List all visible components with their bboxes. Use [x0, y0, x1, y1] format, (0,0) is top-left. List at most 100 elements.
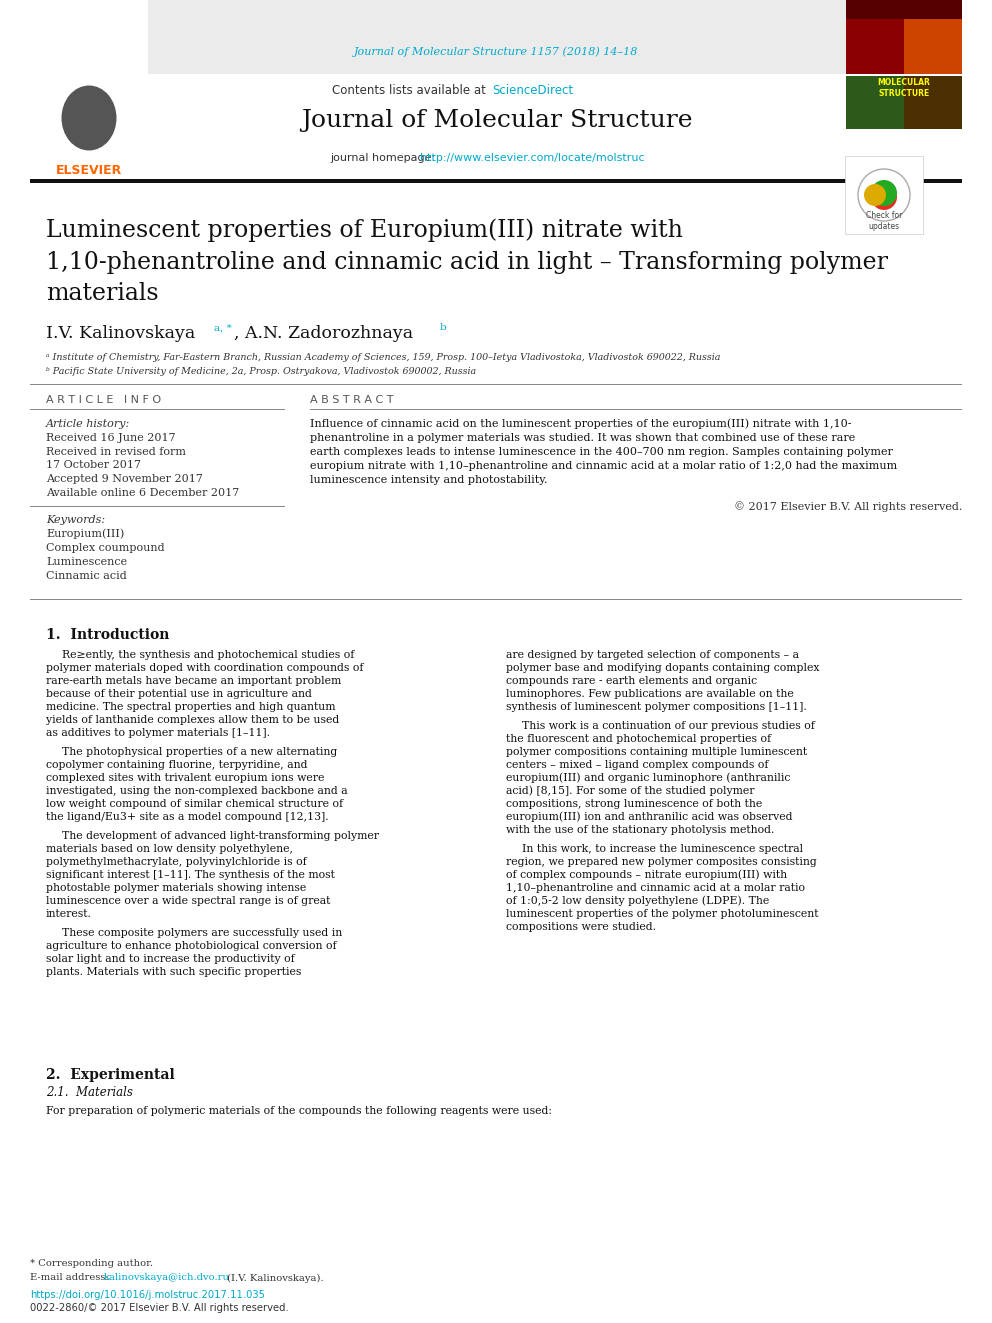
Text: solar light and to increase the productivity of: solar light and to increase the producti… — [46, 954, 295, 964]
Text: centers – mixed – ligand complex compounds of: centers – mixed – ligand complex compoun… — [506, 759, 769, 770]
Text: Accepted 9 November 2017: Accepted 9 November 2017 — [46, 474, 203, 484]
Text: journal homepage:: journal homepage: — [330, 153, 438, 163]
Text: luminescence over a wide spectral range is of great: luminescence over a wide spectral range … — [46, 896, 330, 906]
Text: low weight compound of similar chemical structure of: low weight compound of similar chemical … — [46, 799, 343, 808]
Text: acid) [8,15]. For some of the studied polymer: acid) [8,15]. For some of the studied po… — [506, 786, 755, 796]
Bar — [845, 156, 923, 234]
Circle shape — [871, 180, 897, 206]
Bar — [846, 0, 962, 74]
Text: This work is a continuation of our previous studies of: This work is a continuation of our previ… — [522, 721, 814, 732]
Text: Contents lists available at: Contents lists available at — [332, 85, 490, 98]
Bar — [846, 75, 904, 130]
Text: europium(III) and organic luminophore (anthranilic: europium(III) and organic luminophore (a… — [506, 773, 791, 783]
Bar — [904, 19, 962, 74]
Text: polymer base and modifying dopants containing complex: polymer base and modifying dopants conta… — [506, 663, 819, 673]
Text: Influence of cinnamic acid on the luminescent properties of the europium(III) ni: Influence of cinnamic acid on the lumine… — [310, 418, 851, 429]
Text: * Corresponding author.: * Corresponding author. — [30, 1259, 153, 1269]
Text: © 2017 Elsevier B.V. All rights reserved.: © 2017 Elsevier B.V. All rights reserved… — [734, 501, 962, 512]
Text: 2.1.  Materials: 2.1. Materials — [46, 1086, 133, 1099]
Text: I.V. Kalinovskaya: I.V. Kalinovskaya — [46, 324, 195, 341]
Text: luminescent properties of the polymer photoluminescent: luminescent properties of the polymer ph… — [506, 909, 818, 919]
Text: region, we prepared new polymer composites consisting: region, we prepared new polymer composit… — [506, 857, 816, 867]
Text: materials based on low density polyethylene,: materials based on low density polyethyl… — [46, 844, 293, 855]
Text: copolymer containing fluorine, terpyridine, and: copolymer containing fluorine, terpyridi… — [46, 759, 308, 770]
Bar — [148, 0, 846, 74]
Text: Article history:: Article history: — [46, 419, 130, 429]
Text: interest.: interest. — [46, 909, 92, 919]
Text: compositions were studied.: compositions were studied. — [506, 922, 656, 931]
Circle shape — [864, 184, 886, 206]
Text: with the use of the stationary photolysis method.: with the use of the stationary photolysi… — [506, 826, 775, 835]
Text: , A.N. Zadorozhnaya: , A.N. Zadorozhnaya — [234, 324, 413, 341]
Text: polymethylmethacrylate, polyvinylchloride is of: polymethylmethacrylate, polyvinylchlorid… — [46, 857, 307, 867]
Text: Check for
updates: Check for updates — [866, 212, 902, 230]
Text: Received 16 June 2017: Received 16 June 2017 — [46, 433, 176, 443]
Text: materials: materials — [46, 283, 159, 306]
Text: 1,10–phenantroline and cinnamic acid at a molar ratio: 1,10–phenantroline and cinnamic acid at … — [506, 882, 805, 893]
Text: luminescence intensity and photostability.: luminescence intensity and photostabilit… — [310, 475, 548, 486]
Circle shape — [858, 169, 910, 221]
Text: Journal of Molecular Structure 1157 (2018) 14–18: Journal of Molecular Structure 1157 (201… — [354, 46, 638, 57]
Text: 0022-2860/© 2017 Elsevier B.V. All rights reserved.: 0022-2860/© 2017 Elsevier B.V. All right… — [30, 1303, 289, 1312]
Text: These composite polymers are successfully used in: These composite polymers are successfull… — [62, 927, 342, 938]
Text: synthesis of luminescent polymer compositions [1–11].: synthesis of luminescent polymer composi… — [506, 703, 806, 712]
Text: plants. Materials with such specific properties: plants. Materials with such specific pro… — [46, 967, 302, 976]
Text: complexed sites with trivalent europium ions were: complexed sites with trivalent europium … — [46, 773, 324, 783]
Text: 2.  Experimental: 2. Experimental — [46, 1068, 175, 1082]
Bar — [86, 132, 92, 149]
Text: 1,10-phenantroline and cinnamic acid in light – Transforming polymer: 1,10-phenantroline and cinnamic acid in … — [46, 250, 888, 274]
Text: polymer materials doped with coordination compounds of: polymer materials doped with coordinatio… — [46, 663, 363, 673]
Bar — [30, 0, 148, 74]
Text: ᵃ Institute of Chemistry, Far-Eastern Branch, Russian Academy of Sciences, 159, : ᵃ Institute of Chemistry, Far-Eastern Br… — [46, 352, 720, 361]
Ellipse shape — [62, 86, 116, 151]
Bar — [30, 179, 962, 183]
Text: Received in revised form: Received in revised form — [46, 447, 186, 456]
Text: Journal of Molecular Structure: Journal of Molecular Structure — [302, 108, 692, 131]
Text: 17 October 2017: 17 October 2017 — [46, 460, 141, 470]
Text: ᵇ Pacific State University of Medicine, 2a, Prosp. Ostryakova, Vladivostok 69000: ᵇ Pacific State University of Medicine, … — [46, 366, 476, 376]
Text: kalinovskaya@ich.dvo.ru: kalinovskaya@ich.dvo.ru — [104, 1274, 230, 1282]
Text: luminophores. Few publications are available on the: luminophores. Few publications are avail… — [506, 689, 794, 699]
Text: the fluorescent and photochemical properties of: the fluorescent and photochemical proper… — [506, 734, 771, 744]
Text: investigated, using the non-complexed backbone and a: investigated, using the non-complexed ba… — [46, 786, 347, 796]
Text: significant interest [1–11]. The synthesis of the most: significant interest [1–11]. The synthes… — [46, 871, 335, 880]
Text: Cinnamic acid: Cinnamic acid — [46, 572, 127, 581]
Text: Available online 6 December 2017: Available online 6 December 2017 — [46, 488, 239, 497]
Text: photostable polymer materials showing intense: photostable polymer materials showing in… — [46, 882, 307, 893]
Circle shape — [871, 184, 897, 210]
Text: b: b — [440, 324, 446, 332]
Text: The photophysical properties of a new alternating: The photophysical properties of a new al… — [62, 747, 337, 757]
Text: Luminescence: Luminescence — [46, 557, 127, 568]
Text: europium(III) ion and anthranilic acid was observed: europium(III) ion and anthranilic acid w… — [506, 812, 793, 823]
Text: 1.  Introduction: 1. Introduction — [46, 628, 170, 642]
Text: agriculture to enhance photobiological conversion of: agriculture to enhance photobiological c… — [46, 941, 336, 951]
Text: MOLECULAR
STRUCTURE: MOLECULAR STRUCTURE — [878, 78, 930, 98]
Text: In this work, to increase the luminescence spectral: In this work, to increase the luminescen… — [522, 844, 804, 855]
Text: polymer compositions containing multiple luminescent: polymer compositions containing multiple… — [506, 747, 807, 757]
Text: compositions, strong luminescence of both the: compositions, strong luminescence of bot… — [506, 799, 762, 808]
Text: The development of advanced light-transforming polymer: The development of advanced light-transf… — [62, 831, 379, 841]
Text: earth complexes leads to intense luminescence in the 400–700 nm region. Samples : earth complexes leads to intense lumines… — [310, 447, 893, 456]
Text: E-mail address:: E-mail address: — [30, 1274, 112, 1282]
Bar — [30, 70, 962, 71]
Text: Europium(III): Europium(III) — [46, 529, 124, 540]
Text: as additives to polymer materials [1–11].: as additives to polymer materials [1–11]… — [46, 728, 270, 738]
Text: A R T I C L E   I N F O: A R T I C L E I N F O — [46, 396, 161, 405]
Text: europium nitrate with 1,10–phenantroline and cinnamic acid at a molar ratio of 1: europium nitrate with 1,10–phenantroline… — [310, 460, 897, 471]
Text: (I.V. Kalinovskaya).: (I.V. Kalinovskaya). — [224, 1274, 323, 1282]
Text: the ligand/Eu3+ site as a model compound [12,13].: the ligand/Eu3+ site as a model compound… — [46, 812, 328, 822]
Text: medicine. The spectral properties and high quantum: medicine. The spectral properties and hi… — [46, 703, 335, 712]
Text: A B S T R A C T: A B S T R A C T — [310, 396, 394, 405]
Text: Keywords:: Keywords: — [46, 515, 105, 525]
Text: ELSEVIER: ELSEVIER — [56, 164, 122, 176]
Text: a, *: a, * — [214, 324, 232, 332]
Text: compounds rare - earth elements and organic: compounds rare - earth elements and orga… — [506, 676, 757, 687]
Text: For preparation of polymeric materials of the compounds the following reagents w: For preparation of polymeric materials o… — [46, 1106, 552, 1117]
Text: http://www.elsevier.com/locate/molstruc: http://www.elsevier.com/locate/molstruc — [420, 153, 645, 163]
Text: are designed by targeted selection of components – a: are designed by targeted selection of co… — [506, 650, 799, 660]
Text: https://doi.org/10.1016/j.molstruc.2017.11.035: https://doi.org/10.1016/j.molstruc.2017.… — [30, 1290, 265, 1301]
Text: rare-earth metals have became an important problem: rare-earth metals have became an importa… — [46, 676, 341, 687]
Text: of 1:0,5-2 low density polyethylene (LDPE). The: of 1:0,5-2 low density polyethylene (LDP… — [506, 896, 769, 906]
Text: Luminescent properties of Europium(III) nitrate with: Luminescent properties of Europium(III) … — [46, 218, 682, 242]
Text: yields of lanthanide complexes allow them to be used: yields of lanthanide complexes allow the… — [46, 714, 339, 725]
